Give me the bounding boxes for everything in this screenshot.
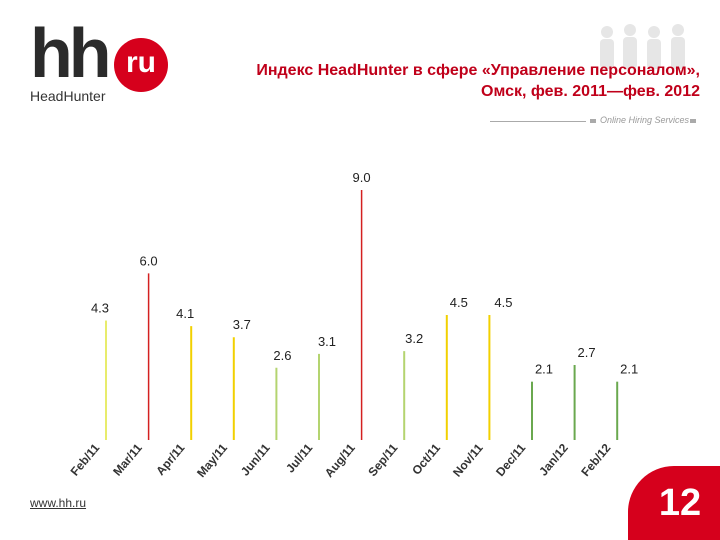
x-tick-Feb/12: Feb/12 <box>578 441 613 479</box>
hh-logo: hh ru HeadHunter <box>30 18 170 104</box>
x-tick-Mar/11: Mar/11 <box>110 441 145 479</box>
header-divider-dot-left <box>590 119 596 123</box>
data-label-Jan/12: 2.7 <box>578 345 596 360</box>
title-line-2: Омск, фев. 2011—фев. 2012 <box>481 83 700 100</box>
page-number-badge <box>628 466 720 540</box>
logo-ru-text: ru <box>126 46 156 79</box>
header-divider-dot-right <box>690 119 696 123</box>
logo-subtitle: HeadHunter <box>30 88 106 104</box>
data-label-Dec/11: 2.1 <box>535 362 553 377</box>
logo-hh-text: hh <box>30 14 112 92</box>
data-label-Aug/11: 9.0 <box>353 170 371 185</box>
chart-title: Индекс HeadHunter в сфере «Управление пе… <box>180 60 700 102</box>
data-label-Mar/11: 6.0 <box>140 253 158 268</box>
data-label-Jun/11: 2.6 <box>273 348 291 363</box>
x-tick-Sep/11: Sep/11 <box>365 441 400 479</box>
data-label-Sep/11: 3.2 <box>405 331 423 346</box>
x-tick-Oct/11: Oct/11 <box>409 441 443 478</box>
data-label-May/11: 3.7 <box>233 317 251 332</box>
x-tick-Aug/11: Aug/11 <box>322 441 358 480</box>
data-label-Jul/11: 3.1 <box>318 334 336 349</box>
x-tick-Jun/11: Jun/11 <box>238 441 273 479</box>
x-tick-Nov/11: Nov/11 <box>450 441 486 480</box>
online-hiring-services-note: Online Hiring Services <box>600 115 690 125</box>
x-tick-May/11: May/11 <box>194 441 230 480</box>
data-label-Feb/11: 4.3 <box>91 301 109 316</box>
x-tick-Jul/11: Jul/11 <box>283 441 315 476</box>
data-label-Nov/11: 4.5 <box>494 295 512 310</box>
data-label-Feb/12: 2.1 <box>620 362 638 377</box>
x-tick-Feb/11: Feb/11 <box>68 441 103 479</box>
x-tick-Dec/11: Dec/11 <box>493 441 528 479</box>
logo-ru-circle <box>114 38 168 92</box>
x-tick-Jan/12: Jan/12 <box>536 441 571 479</box>
header-divider <box>490 121 586 122</box>
website-link[interactable]: www.hh.ru <box>30 496 87 510</box>
title-line-1: Индекс HeadHunter в сфере «Управление пе… <box>256 62 700 79</box>
people-silhouettes-icon <box>600 24 685 69</box>
data-label-Oct/11: 4.5 <box>450 295 468 310</box>
x-tick-Apr/11: Apr/11 <box>153 441 188 478</box>
data-label-Apr/11: 4.1 <box>176 306 194 321</box>
page-number: 12 <box>658 482 702 524</box>
